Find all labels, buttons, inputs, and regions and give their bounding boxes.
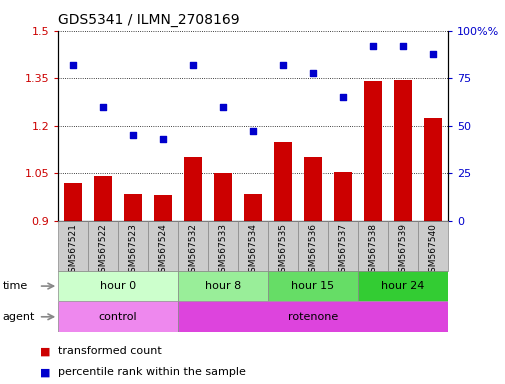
Bar: [243, 194, 262, 221]
Bar: [297, 221, 327, 271]
Text: control: control: [98, 312, 137, 322]
Bar: [327, 221, 357, 271]
Text: GSM567534: GSM567534: [248, 223, 257, 278]
Point: [189, 62, 197, 68]
Text: GSM567532: GSM567532: [188, 223, 197, 278]
Bar: [58, 221, 88, 271]
Bar: [237, 221, 268, 271]
Text: ■: ■: [40, 367, 51, 377]
Bar: [118, 221, 148, 271]
Bar: [154, 195, 172, 221]
Bar: [363, 81, 381, 221]
Text: GSM567522: GSM567522: [98, 223, 108, 278]
Point: [159, 136, 167, 142]
Point: [219, 104, 227, 110]
Bar: [124, 194, 142, 221]
Bar: [357, 221, 387, 271]
Bar: [208, 221, 237, 271]
Text: GSM567535: GSM567535: [278, 223, 287, 278]
Bar: [214, 173, 232, 221]
Bar: [58, 271, 178, 301]
Text: GSM567521: GSM567521: [69, 223, 78, 278]
Text: GSM567538: GSM567538: [368, 223, 377, 278]
Bar: [393, 80, 411, 221]
Bar: [178, 301, 447, 332]
Point: [428, 50, 436, 56]
Bar: [64, 183, 82, 221]
Bar: [333, 172, 351, 221]
Bar: [268, 221, 297, 271]
Bar: [273, 142, 291, 221]
Point: [368, 43, 376, 49]
Bar: [88, 221, 118, 271]
Bar: [178, 221, 208, 271]
Point: [398, 43, 406, 49]
Text: GSM567540: GSM567540: [427, 223, 436, 278]
Text: GSM567524: GSM567524: [158, 223, 167, 278]
Bar: [387, 221, 417, 271]
Text: GSM567539: GSM567539: [397, 223, 407, 278]
Text: hour 8: hour 8: [205, 281, 241, 291]
Point: [129, 132, 137, 138]
Point: [248, 128, 257, 134]
Point: [338, 94, 346, 100]
Point: [69, 62, 77, 68]
Bar: [423, 118, 441, 221]
Bar: [417, 221, 447, 271]
Bar: [357, 271, 447, 301]
Text: hour 15: hour 15: [291, 281, 334, 291]
Text: GSM567523: GSM567523: [128, 223, 137, 278]
Point: [99, 104, 107, 110]
Text: time: time: [3, 281, 28, 291]
Text: transformed count: transformed count: [58, 346, 162, 356]
Point: [308, 70, 316, 76]
Bar: [148, 221, 178, 271]
Text: percentile rank within the sample: percentile rank within the sample: [58, 367, 245, 377]
Text: GDS5341 / ILMN_2708169: GDS5341 / ILMN_2708169: [58, 13, 239, 27]
Text: ■: ■: [40, 346, 51, 356]
Text: hour 0: hour 0: [100, 281, 136, 291]
Text: GSM567536: GSM567536: [308, 223, 317, 278]
Bar: [178, 271, 268, 301]
Point: [278, 62, 286, 68]
Bar: [184, 157, 201, 221]
Bar: [94, 177, 112, 221]
Text: GSM567537: GSM567537: [338, 223, 347, 278]
Bar: [304, 157, 321, 221]
Text: hour 24: hour 24: [380, 281, 424, 291]
Text: rotenone: rotenone: [287, 312, 337, 322]
Text: agent: agent: [3, 312, 35, 322]
Bar: [58, 301, 178, 332]
Text: GSM567533: GSM567533: [218, 223, 227, 278]
Bar: [268, 271, 357, 301]
